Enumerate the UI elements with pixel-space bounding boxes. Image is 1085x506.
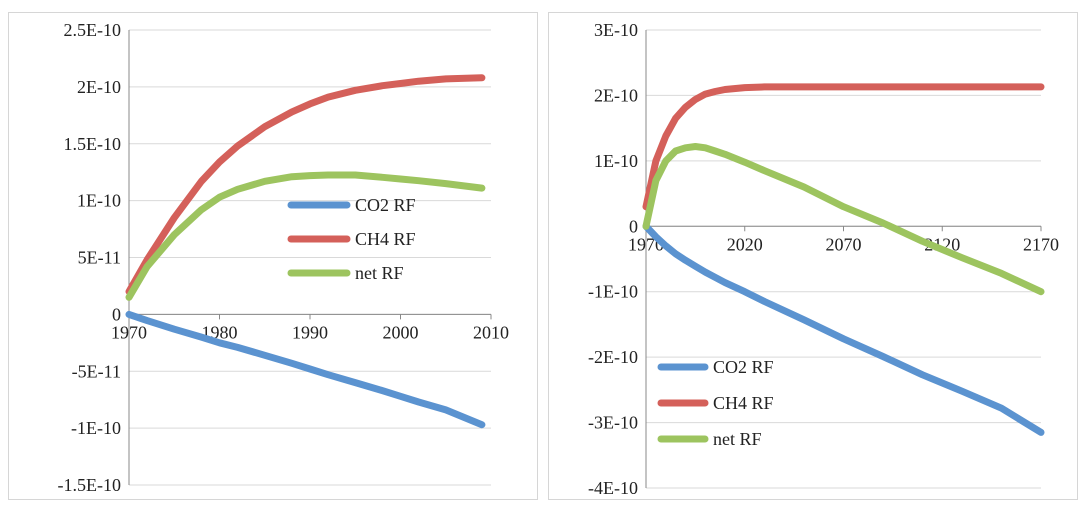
right-chart-legend-label-ch4-rf: CH4 RF	[713, 393, 774, 413]
left-chart-series-ch4-rf-line	[125, 74, 486, 296]
right-chart-y-tick-label: 3E-10	[594, 20, 638, 40]
right-chart-x-tick-label: 2020	[727, 234, 763, 254]
left-chart-series-net-rf-line	[125, 171, 486, 301]
right-chart-series-net-rf-line	[642, 143, 1045, 296]
right-chart-y-tick-label: 2E-10	[594, 85, 638, 105]
left-chart-legend-label-ch4-rf: CH4 RF	[355, 229, 416, 249]
right-chart-legend-label-net-rf: net RF	[713, 429, 762, 449]
right-chart-y-tick-label: -2E-10	[588, 347, 638, 367]
left-chart-panel: 2.5E-10 2E-10 1.5E-10 1E-10 5E-11 0 -5E-11 -1E-…	[8, 12, 538, 500]
left-chart-y-tick-label: -1.5E-10	[58, 475, 121, 495]
left-chart-x-tick-label: 2010	[473, 322, 509, 342]
left-chart-x-tick-label: 2000	[383, 322, 419, 342]
right-chart-y-tick-label: -3E-10	[588, 413, 638, 433]
left-chart-y-tick-label: 1E-10	[77, 191, 121, 211]
right-chart-y-tick-label: 1E-10	[594, 151, 638, 171]
right-chart-y-tick-label: 0	[629, 216, 638, 236]
left-chart-y-tick-label: 5E-11	[78, 248, 121, 268]
left-chart-y-tick-label: 1.5E-10	[64, 134, 122, 154]
left-chart-y-tick-label: 2.5E-10	[64, 20, 122, 40]
left-chart: 2.5E-10 2E-10 1.5E-10 1E-10 5E-11 0 -5E-11 -1E-…	[58, 20, 509, 495]
left-chart-series-co2-rf-line	[125, 310, 486, 429]
left-chart-y-tick-label: -5E-11	[72, 361, 121, 381]
right-chart-series-co2-rf-line	[642, 222, 1045, 436]
right-chart-y-tick-label: -4E-10	[588, 478, 638, 498]
left-chart-y-tick-label: 2E-10	[77, 77, 121, 97]
right-chart-x-tick-label: 2170	[1023, 234, 1059, 254]
right-chart-series-ch4-rf-line	[642, 83, 1045, 211]
left-chart-legend-label-co2-rf: CO2 RF	[355, 195, 416, 215]
right-chart-legend-label-co2-rf: CO2 RF	[713, 357, 774, 377]
left-chart-y-tick-label: 0	[112, 304, 121, 324]
right-chart-y-tick-label: -1E-10	[588, 282, 638, 302]
left-chart-legend-label-net-rf: net RF	[355, 263, 404, 283]
left-chart-x-tick-label: 1990	[292, 322, 328, 342]
left-chart-y-tick-label: -1E-10	[71, 418, 121, 438]
right-chart-panel: 3E-10 2E-10 1E-10 0 -1E-10 -2E-10 -3E-10 -4E-10…	[548, 12, 1078, 500]
right-chart: 3E-10 2E-10 1E-10 0 -1E-10 -2E-10 -3E-10 -4E-10…	[588, 20, 1059, 498]
right-chart-x-tick-label: 2070	[826, 234, 862, 254]
left-chart-x-tick-label: 1970	[111, 322, 147, 342]
